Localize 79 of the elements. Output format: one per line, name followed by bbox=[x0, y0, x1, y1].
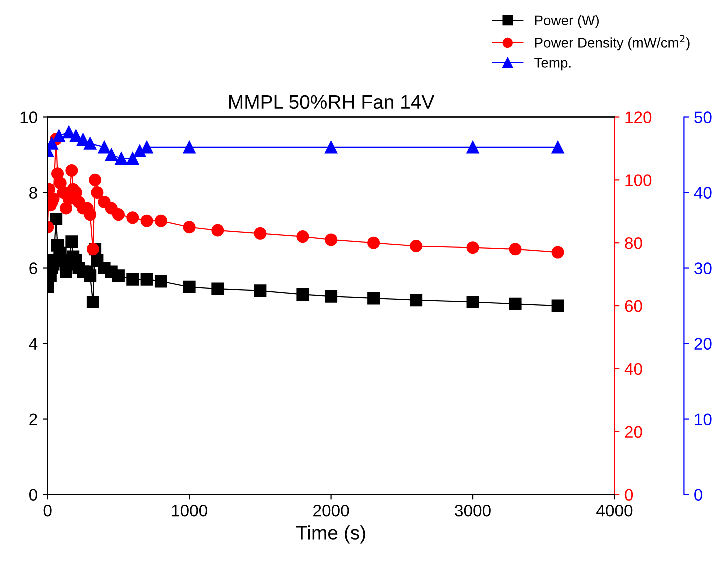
point bbox=[368, 236, 380, 250]
point bbox=[325, 290, 338, 303]
point bbox=[466, 141, 480, 154]
point bbox=[84, 137, 97, 150]
point bbox=[112, 208, 125, 222]
point bbox=[325, 141, 338, 154]
point bbox=[134, 144, 146, 158]
y2-tick-label: 0 bbox=[625, 489, 634, 502]
point bbox=[552, 246, 564, 259]
point bbox=[325, 234, 338, 246]
point bbox=[140, 273, 154, 286]
point bbox=[70, 130, 82, 142]
point bbox=[296, 288, 310, 301]
x-tick-label: 4000 bbox=[596, 504, 633, 517]
point bbox=[86, 296, 100, 308]
point bbox=[112, 270, 125, 282]
point bbox=[212, 224, 224, 237]
point bbox=[183, 221, 196, 234]
point bbox=[84, 208, 97, 222]
point bbox=[98, 141, 111, 154]
y3-tick-label: 20 bbox=[694, 338, 712, 350]
point bbox=[105, 148, 118, 162]
point bbox=[66, 164, 78, 177]
y-tick-label: 4 bbox=[29, 338, 38, 350]
point bbox=[410, 240, 423, 252]
chart-title: MMPL 50%RH Fan 14V bbox=[230, 95, 435, 110]
y2-tick-label: 100 bbox=[626, 174, 652, 186]
y2-tick-label: 20 bbox=[625, 426, 642, 438]
y2-tick-label: 60 bbox=[625, 300, 642, 312]
point bbox=[115, 152, 128, 166]
point bbox=[126, 273, 140, 286]
legend-label: Power (W) bbox=[535, 15, 599, 28]
point bbox=[368, 292, 380, 305]
point bbox=[552, 300, 564, 312]
point bbox=[126, 152, 140, 166]
y3-tick-label: 0 bbox=[694, 489, 703, 502]
point bbox=[154, 275, 168, 288]
x-tick-label: 0 bbox=[44, 504, 52, 517]
point bbox=[466, 242, 480, 254]
point bbox=[126, 212, 140, 224]
point bbox=[296, 230, 310, 244]
point bbox=[254, 227, 267, 240]
y-tick-label: 2 bbox=[30, 414, 38, 426]
y-tick-label: 6 bbox=[30, 262, 38, 274]
y-tick-label: 8 bbox=[30, 187, 38, 199]
point bbox=[212, 282, 224, 296]
y2-tick-label: 120 bbox=[626, 112, 652, 124]
y2-tick-label: 40 bbox=[624, 363, 642, 376]
point bbox=[52, 130, 66, 142]
point bbox=[52, 168, 64, 180]
point bbox=[91, 186, 104, 200]
y3-tick-label: 10 bbox=[695, 414, 712, 426]
x-tick-label: 2000 bbox=[314, 504, 350, 517]
point bbox=[84, 270, 97, 282]
point bbox=[466, 296, 480, 308]
point bbox=[552, 141, 564, 154]
point bbox=[509, 298, 522, 310]
point bbox=[183, 280, 196, 294]
legend-label: Temp. bbox=[534, 58, 571, 71]
x-axis-title: Time (s) bbox=[296, 526, 366, 544]
point bbox=[140, 214, 154, 228]
legend-label: Power Density (mW/cm$^{2}$) bbox=[535, 35, 690, 51]
y3-tick-label: 40 bbox=[694, 187, 712, 199]
point bbox=[66, 236, 78, 248]
point bbox=[509, 243, 522, 256]
y3-tick-label: 30 bbox=[694, 262, 712, 274]
y-tick-label: 10 bbox=[20, 112, 38, 124]
x-tick-label: 3000 bbox=[455, 504, 491, 517]
y3-tick-label: 50 bbox=[694, 112, 712, 124]
y2-tick-label: 80 bbox=[625, 238, 642, 250]
point bbox=[410, 294, 423, 307]
point bbox=[50, 212, 63, 226]
point bbox=[154, 214, 168, 228]
point bbox=[86, 243, 100, 256]
x-tick-label: 1000 bbox=[172, 504, 208, 517]
y-tick-label: 0 bbox=[30, 489, 38, 502]
point bbox=[183, 141, 196, 154]
point bbox=[89, 174, 102, 186]
point bbox=[254, 284, 267, 298]
